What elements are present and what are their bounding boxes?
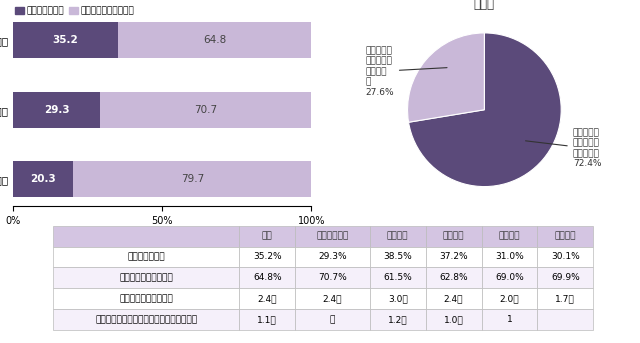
Bar	[13, 22, 118, 59]
Title: ＜うち、インターンシップ参加企業の
有無＞: ＜うち、インターンシップ参加企業の 有無＞	[425, 0, 544, 11]
Legend: 本選考を受けた, 本選考を受けていない: 本選考を受けた, 本選考を受けていない	[12, 3, 138, 19]
Bar	[100, 92, 311, 128]
Bar	[74, 161, 311, 197]
Text: 29.3: 29.3	[44, 105, 69, 115]
Text: インターン
シップ参加
企業がある
72.4%: インターン シップ参加 企業がある 72.4%	[525, 128, 601, 168]
Text: インターン
シップ参加
企業はな
い
27.6%: インターン シップ参加 企業はな い 27.6%	[365, 46, 447, 97]
Wedge shape	[408, 33, 484, 122]
Bar	[13, 161, 74, 197]
Bar	[13, 92, 100, 128]
Bar	[118, 22, 311, 59]
Text: 35.2: 35.2	[52, 35, 78, 46]
Text: 70.7: 70.7	[194, 105, 218, 115]
Wedge shape	[408, 33, 561, 187]
Text: 64.8: 64.8	[203, 35, 226, 46]
Text: 79.7: 79.7	[180, 174, 204, 184]
Text: 20.3: 20.3	[30, 174, 56, 184]
